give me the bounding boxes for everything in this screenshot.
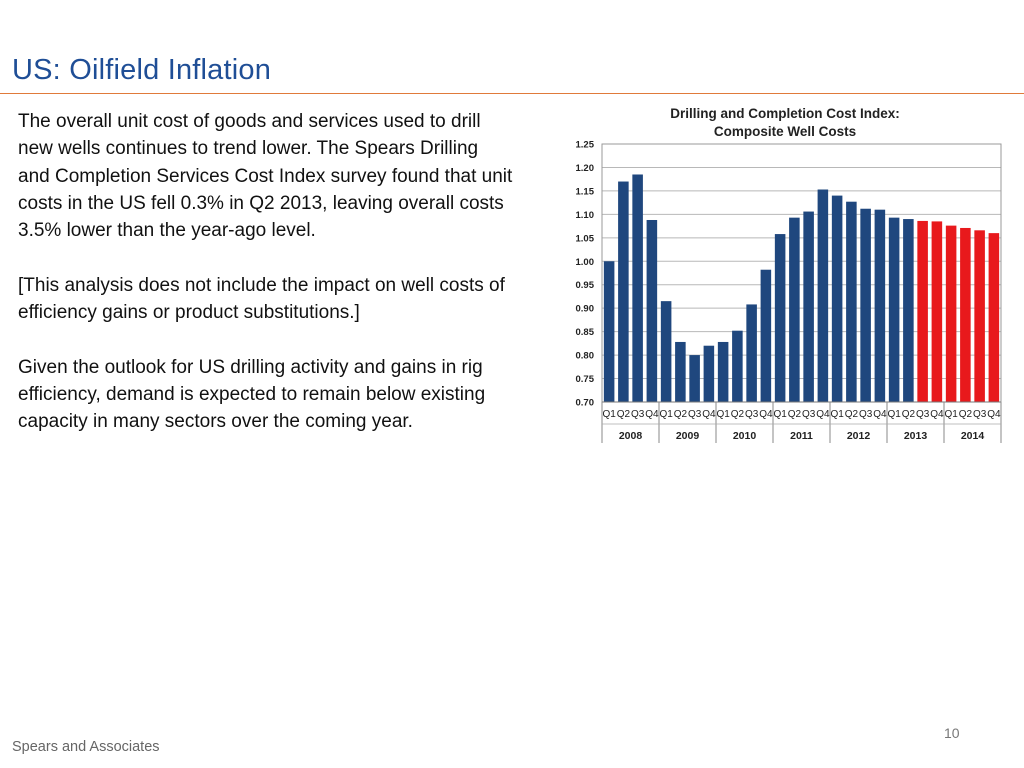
bar (860, 208, 871, 402)
x-tick-label: Q3 (916, 409, 930, 420)
bar (803, 211, 814, 402)
bar (846, 201, 857, 402)
bar (689, 355, 700, 402)
y-tick-label: 1.20 (576, 163, 595, 174)
body-text: The overall unit cost of goods and servi… (18, 108, 513, 463)
y-tick-label: 0.75 (576, 374, 595, 385)
year-label: 2009 (676, 430, 700, 442)
x-tick-label: Q2 (731, 409, 745, 420)
bar (817, 189, 829, 402)
y-tick-label: 1.00 (576, 257, 595, 268)
x-tick-label: Q2 (959, 409, 973, 420)
bar (660, 301, 672, 402)
x-tick-label: Q4 (930, 409, 944, 420)
x-tick-label: Q1 (773, 409, 787, 420)
x-tick-label: Q4 (873, 409, 887, 420)
x-tick-label: Q3 (745, 409, 759, 420)
bar (960, 227, 971, 402)
y-tick-label: 0.85 (576, 327, 595, 338)
x-tick-label: Q1 (944, 409, 958, 420)
x-tick-label: Q2 (617, 409, 631, 420)
x-tick-label: Q1 (659, 409, 673, 420)
chart-subtitle: Composite Well Costs (714, 124, 856, 139)
paragraph-cost-trend: The overall unit cost of goods and servi… (18, 111, 513, 242)
cost-index-chart: Drilling and Completion Cost Index: Comp… (555, 100, 1005, 450)
bar (774, 234, 786, 402)
bar (874, 209, 886, 402)
bar (732, 330, 743, 402)
bar (675, 341, 686, 402)
bar (717, 341, 729, 402)
y-tick-label: 1.15 (576, 186, 595, 197)
x-tick-label: Q4 (702, 409, 716, 420)
bar (618, 181, 629, 402)
y-tick-label: 1.05 (576, 233, 595, 244)
paragraph-outlook: Given the outlook for US drilling activi… (18, 356, 486, 433)
x-tick-label: Q1 (602, 409, 616, 420)
bar (903, 219, 914, 402)
bar (703, 345, 715, 402)
footer-company: Spears and Associates (12, 739, 160, 755)
x-tick-label: Q4 (816, 409, 830, 420)
x-tick-label: Q1 (887, 409, 901, 420)
bar (789, 217, 800, 402)
x-tick-label: Q2 (674, 409, 688, 420)
y-tick-label: 0.90 (576, 304, 595, 315)
paragraph-analysis-note: [This analysis does not include the impa… (18, 274, 505, 324)
x-tick-label: Q3 (859, 409, 873, 420)
bar (917, 220, 928, 402)
bar (646, 219, 658, 402)
year-label: 2010 (733, 430, 757, 442)
y-tick-label: 1.10 (576, 210, 595, 221)
x-tick-label: Q2 (845, 409, 859, 420)
bar (746, 304, 757, 402)
x-tick-label: Q4 (759, 409, 773, 420)
y-tick-label: 0.95 (576, 280, 595, 291)
x-tick-label: Q1 (716, 409, 730, 420)
bar (603, 261, 615, 402)
x-tick-label: Q4 (987, 409, 1001, 420)
bar (831, 195, 843, 402)
year-label: 2014 (961, 430, 985, 442)
year-label: 2008 (619, 430, 643, 442)
slide-title: US: Oilfield Inflation (12, 54, 272, 86)
bar (974, 230, 985, 402)
cost-index-chart-svg: Drilling and Completion Cost Index: Comp… (576, 106, 1002, 443)
x-tick-label: Q3 (802, 409, 816, 420)
title-divider (0, 93, 1024, 94)
x-tick-label: Q2 (788, 409, 802, 420)
axis-labels: 0.70 0.75 0.80 0.85 0.90 0.95 1.00 1.05 1.10 1.15… (576, 140, 1001, 443)
bar (632, 174, 643, 402)
bar (931, 221, 943, 402)
x-tick-label: Q3 (631, 409, 645, 420)
x-tick-label: Q1 (830, 409, 844, 420)
year-label: 2011 (790, 430, 813, 442)
axes (601, 143, 1002, 443)
y-tick-label: 0.80 (576, 351, 595, 362)
year-label: 2013 (904, 430, 928, 442)
bar (888, 217, 900, 402)
year-label: 2012 (847, 430, 871, 442)
bar (945, 225, 957, 402)
x-tick-label: Q3 (973, 409, 987, 420)
y-tick-label: 0.70 (576, 398, 595, 409)
chart-title: Drilling and Completion Cost Index: (670, 106, 900, 121)
x-tick-label: Q2 (902, 409, 916, 420)
y-tick-label: 1.25 (576, 140, 595, 151)
x-tick-label: Q3 (688, 409, 702, 420)
bar (988, 233, 1000, 402)
page-number: 10 (944, 725, 960, 741)
x-tick-label: Q4 (645, 409, 659, 420)
bars (603, 174, 1000, 402)
bar (760, 269, 772, 402)
